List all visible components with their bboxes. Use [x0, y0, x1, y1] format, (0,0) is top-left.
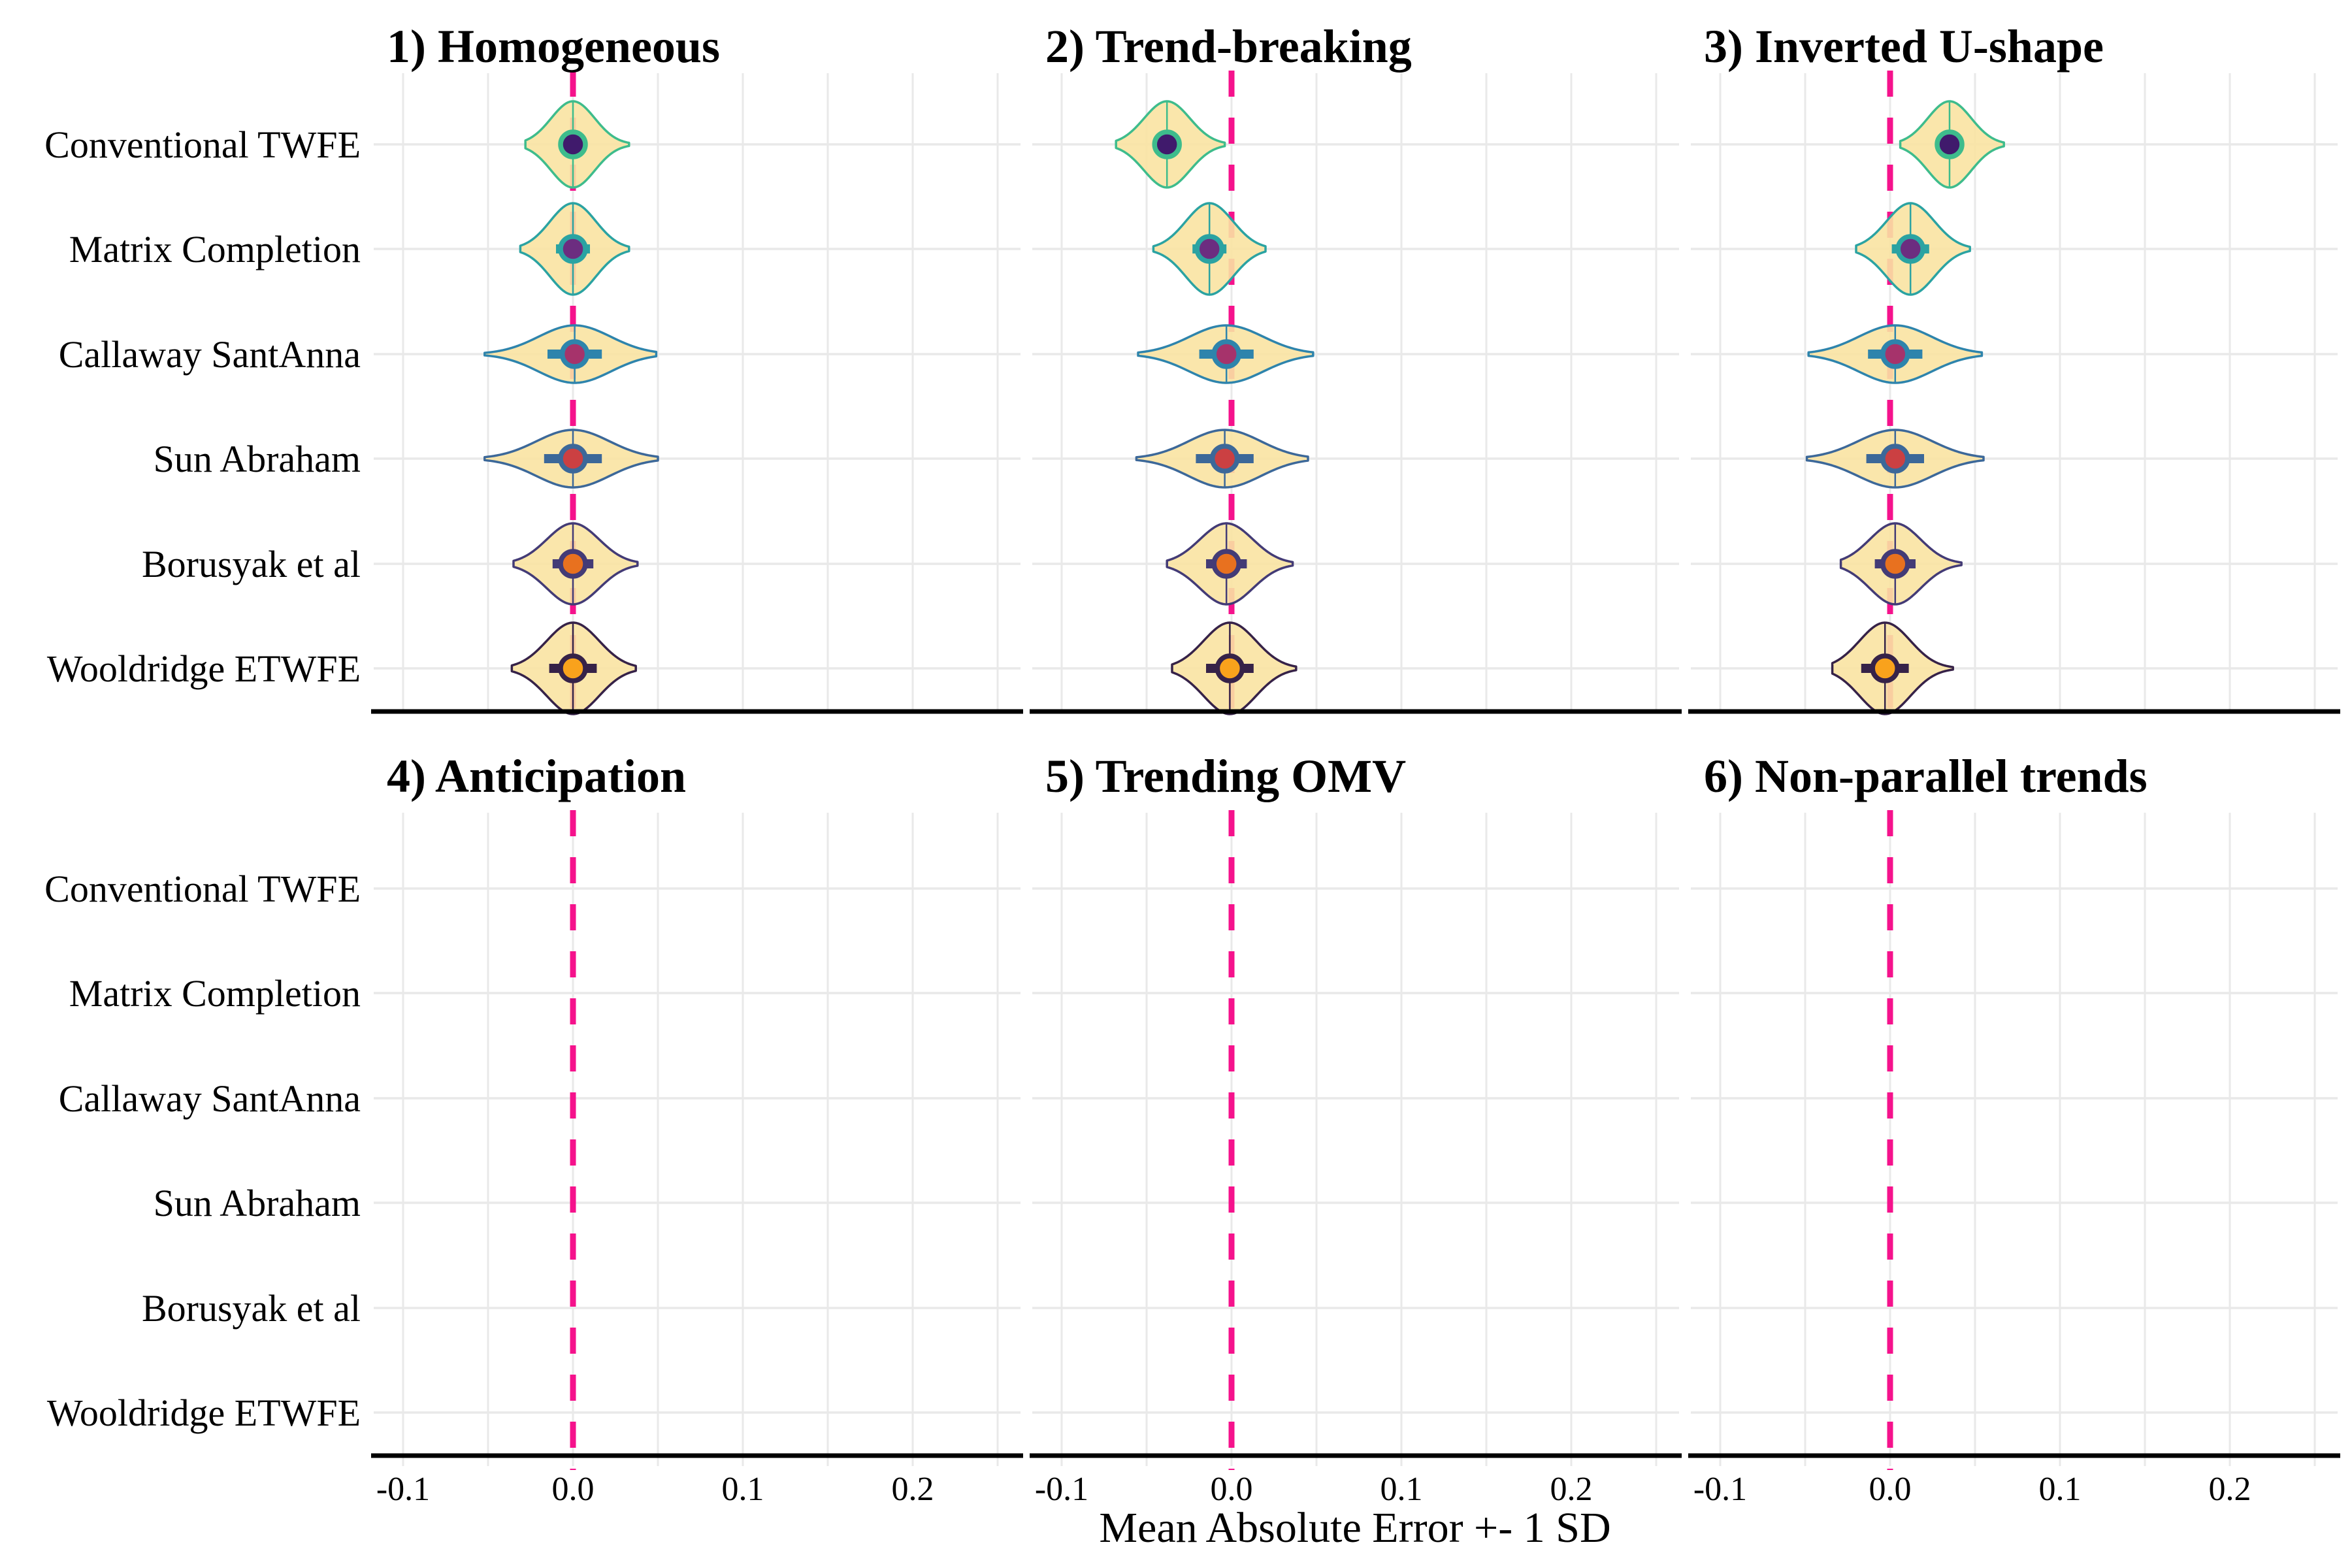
- x-tick-label: 0.1: [722, 1471, 764, 1508]
- estimator-label: Wooldridge ETWFE: [47, 1392, 361, 1434]
- x-tick-label: 0.2: [2209, 1471, 2251, 1508]
- mean-dot: [1880, 444, 1910, 474]
- mean-dot: [1215, 653, 1245, 683]
- x-tick-label: 0.0: [1211, 1471, 1253, 1508]
- mean-dot: [1194, 234, 1224, 264]
- facet-title: 5) Trending OMV: [1045, 750, 1406, 802]
- axis-labels: 1) Homogeneous 2) Trend-breaking 3) Invert…: [44, 20, 2251, 1508]
- estimator-label: Matrix Completion: [69, 972, 361, 1015]
- facet-panel: [371, 71, 1023, 726]
- estimator-label: Borusyak et al: [142, 1287, 361, 1330]
- mean-dot: [558, 549, 588, 579]
- estimator-label: Callaway SantAnna: [59, 1077, 361, 1120]
- estimator-label: Conventional TWFE: [44, 123, 361, 166]
- facet-panel: [1688, 71, 2340, 726]
- x-tick-label: 0.2: [1550, 1471, 1593, 1508]
- facet-panel: [1688, 810, 2340, 1470]
- mean-dot: [1880, 339, 1910, 369]
- mean-dot: [558, 129, 588, 159]
- facet-title: 1) Homogeneous: [387, 20, 720, 73]
- estimator-label: Sun Abraham: [154, 438, 361, 480]
- mean-dot: [558, 653, 588, 683]
- estimator-label: Callaway SantAnna: [59, 333, 361, 376]
- estimator-label: Conventional TWFE: [44, 868, 361, 910]
- x-tick-label: 0.1: [2039, 1471, 2082, 1508]
- facet-panel: [1030, 810, 1682, 1470]
- x-tick-label: 0.2: [892, 1471, 934, 1508]
- facet-title: 6) Non-parallel trends: [1704, 750, 2148, 802]
- estimator-label: Sun Abraham: [154, 1182, 361, 1224]
- facet-title: 2) Trend-breaking: [1045, 20, 1412, 73]
- mean-dot: [558, 444, 588, 474]
- x-tick-label: 0.1: [1380, 1471, 1423, 1508]
- mean-dot: [1880, 549, 1910, 579]
- facet-panel: [371, 810, 1023, 1470]
- estimator-label: Matrix Completion: [69, 228, 361, 270]
- facet-panel: [1030, 71, 1682, 726]
- estimator-label: Borusyak et al: [142, 543, 361, 585]
- mean-dot: [1152, 129, 1182, 159]
- x-tick-label: 0.0: [552, 1471, 595, 1508]
- facet-title: 4) Anticipation: [387, 750, 686, 802]
- x-axis-title: Mean Absolute Error +- 1 SD: [1099, 1504, 1610, 1552]
- x-tick-label: -0.1: [376, 1471, 430, 1508]
- mean-dot: [1209, 444, 1240, 474]
- x-tick-label: 0.0: [1869, 1471, 1912, 1508]
- mean-dot: [1211, 339, 1241, 369]
- mean-dot: [1895, 234, 1925, 264]
- mean-dot: [1935, 129, 1965, 159]
- x-tick-label: -0.1: [1035, 1471, 1088, 1508]
- facet-panels: [371, 71, 2340, 1470]
- mean-dot: [1211, 549, 1241, 579]
- x-tick-label: -0.1: [1693, 1471, 1747, 1508]
- mean-dot: [558, 234, 588, 264]
- mean-dot: [1870, 653, 1900, 683]
- mean-dot: [559, 339, 590, 369]
- facet-title: 3) Inverted U-shape: [1704, 20, 2104, 73]
- estimator-label: Wooldridge ETWFE: [47, 647, 361, 690]
